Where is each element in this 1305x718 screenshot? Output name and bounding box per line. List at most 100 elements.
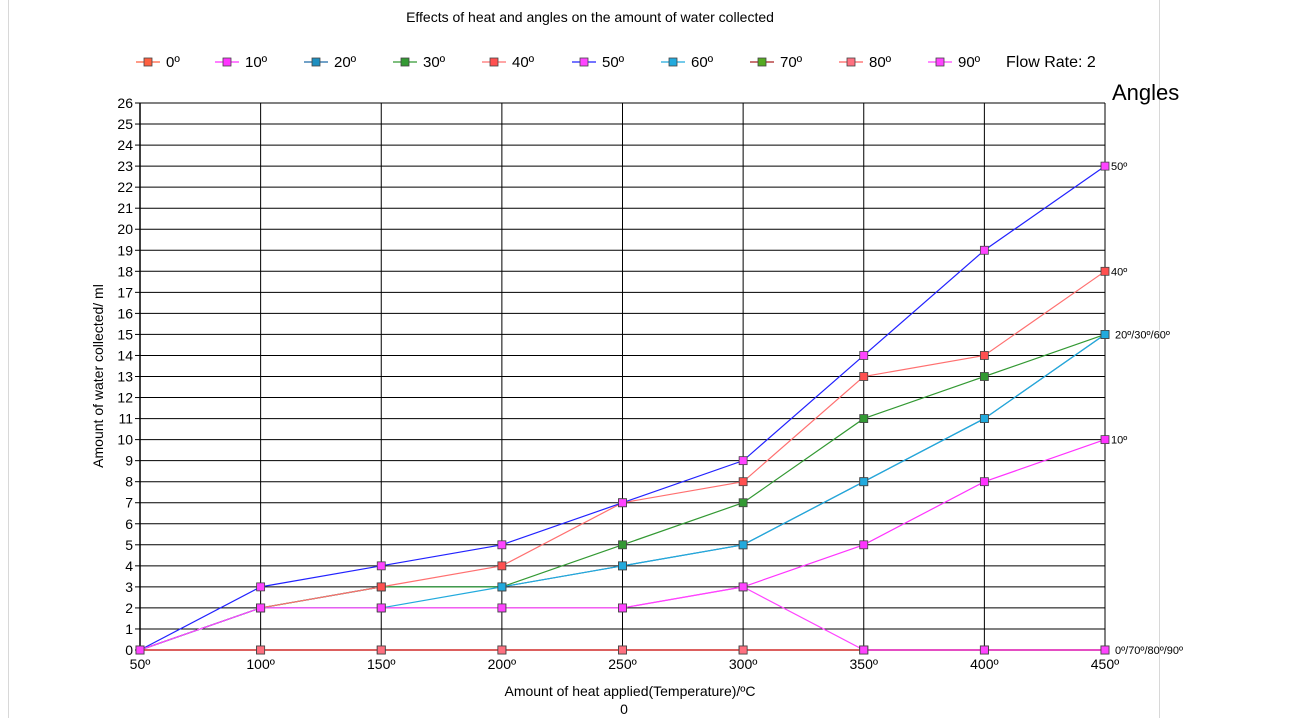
data-point [497, 561, 507, 571]
y-tick-label: 20 [117, 221, 133, 237]
data-point [859, 645, 869, 655]
x-tick-label: 300º [729, 656, 757, 672]
data-point [859, 540, 869, 550]
end-annotation: 20º/30º/60º [1115, 329, 1170, 341]
y-tick-label: 25 [117, 116, 133, 132]
data-point [256, 582, 266, 592]
y-tick-label: 17 [117, 284, 133, 300]
data-point [979, 477, 989, 487]
angles-title: Angles [1112, 80, 1179, 105]
data-point [497, 645, 507, 655]
y-tick-label: 26 [117, 95, 133, 111]
y-tick-label: 23 [117, 158, 133, 174]
legend-swatch-marker [222, 57, 232, 67]
data-point [859, 372, 869, 381]
data-point [1100, 161, 1110, 171]
data-point [979, 372, 989, 381]
legend-swatch-marker [579, 57, 589, 67]
y-tick-label: 14 [117, 347, 133, 363]
data-point [738, 498, 748, 508]
data-point [1100, 266, 1110, 276]
data-point [376, 561, 386, 571]
x-tick-label: 350º [850, 656, 878, 672]
legend-label: 20º [334, 54, 357, 71]
data-point [979, 645, 989, 655]
data-point [859, 414, 869, 423]
legend-label: 50º [602, 54, 625, 71]
legend-label: 10º [245, 54, 268, 71]
y-tick-label: 16 [117, 305, 133, 321]
data-point [618, 603, 627, 613]
data-point [979, 245, 989, 255]
data-point [618, 540, 627, 550]
data-point [497, 582, 507, 592]
data-point [618, 645, 627, 655]
y-tick-label: 9 [125, 453, 133, 469]
chart-frame [8, 0, 1160, 718]
end-annotation: 40º [1111, 266, 1127, 278]
data-point [738, 456, 748, 466]
data-point [738, 540, 748, 550]
end-annotation: 50º [1111, 161, 1127, 173]
x-tick-label: 250º [608, 656, 636, 672]
y-tick-label: 18 [117, 263, 133, 279]
data-point [1100, 435, 1110, 445]
x-tick-label: 50º [130, 656, 151, 672]
legend-label: 0º [166, 54, 180, 71]
legend: 0º 10º 20º 30º 40º 50º 60º 70º 80º 90º [136, 54, 981, 71]
legend-swatch-marker [489, 57, 499, 67]
data-point [1100, 645, 1110, 655]
data-point [618, 498, 627, 508]
y-tick-label: 10 [117, 432, 133, 448]
legend-swatch-marker [668, 57, 678, 67]
legend-label: 80º [869, 54, 892, 71]
x-tick-label: 150º [367, 656, 395, 672]
data-point [256, 603, 266, 613]
x-tick-label: 450º [1091, 656, 1119, 672]
y-tick-label: 2 [125, 600, 133, 616]
x-axis-label-sub: 0 [620, 701, 628, 717]
y-tick-label: 1 [125, 621, 133, 637]
end-annotation: 0º/70º/80º/90º [1115, 645, 1183, 657]
y-tick-label: 19 [117, 242, 133, 258]
chart-title: Effects of heat and angles on the amount… [406, 9, 774, 25]
legend-flow-rate: Flow Rate: 2 [1006, 54, 1096, 71]
data-point [979, 414, 989, 423]
legend-label: 60º [691, 54, 714, 71]
legend-swatch-marker [757, 57, 767, 67]
y-tick-label: 22 [117, 179, 133, 195]
y-tick-label: 7 [125, 495, 133, 511]
legend-swatch-marker [846, 57, 856, 67]
legend-swatch-marker [311, 57, 321, 67]
data-point [256, 645, 266, 655]
y-tick-label: 3 [125, 579, 133, 595]
x-tick-label: 100º [246, 656, 274, 672]
y-tick-label: 12 [117, 390, 133, 406]
data-point [979, 351, 989, 360]
legend-label: 90º [958, 54, 981, 71]
data-point [376, 603, 386, 613]
y-tick-label: 0 [125, 642, 133, 658]
legend-swatch-marker [143, 57, 153, 67]
legend-label: 40º [512, 54, 535, 71]
y-tick-label: 15 [117, 326, 133, 342]
data-point [738, 477, 748, 487]
data-point [1100, 330, 1110, 339]
data-point [497, 540, 507, 550]
y-tick-label: 8 [125, 474, 133, 490]
end-annotation: 10º [1111, 435, 1127, 447]
x-tick-label: 200º [488, 656, 516, 672]
x-tick-labels: 50º 100º 150º 200º 250º 300º 350º 400º 450º [130, 656, 1120, 672]
y-tick-label: 6 [125, 516, 133, 532]
y-tick-label: 4 [125, 558, 133, 574]
x-tick-label: 400º [970, 656, 998, 672]
data-point [497, 603, 507, 613]
y-axis-label: Amount of water collected/ ml [90, 284, 106, 468]
legend-swatch-marker [400, 57, 410, 67]
series-markers [135, 161, 1110, 655]
y-tick-label: 5 [125, 537, 133, 553]
data-point [376, 645, 386, 655]
data-point [738, 645, 748, 655]
end-annotations: 50º 40º 20º/30º/60º 10º 0º/70º/80º/90º [1111, 161, 1183, 657]
